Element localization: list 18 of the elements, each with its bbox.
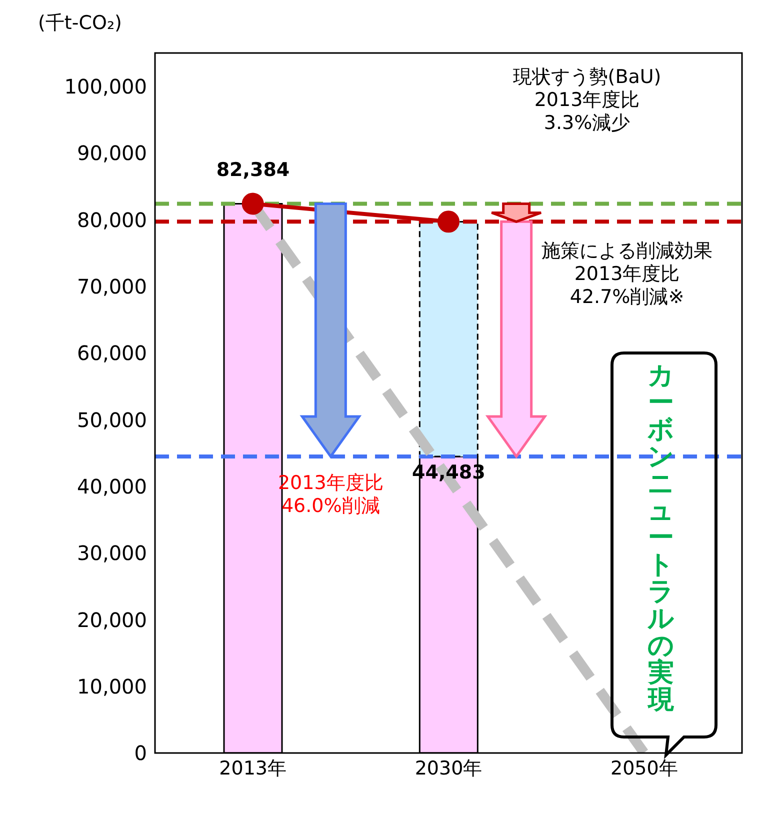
x-tick-label: 2013年 [219,757,287,780]
y-tick-label: 50,000 [77,408,147,432]
y-tick-label: 70,000 [77,274,147,298]
y-tick-label: 60,000 [77,341,147,366]
y-tick-label: 80,000 [77,208,147,232]
x-tick-label: 2050年 [610,757,678,780]
y-tick-label: 10,000 [77,674,147,698]
y-tick-label: 100,000 [64,74,147,98]
annotation: 施策による削減効果 2013年度比 42.7%削減※ [540,240,714,308]
annotation: 現状すう勢(BaU) 2013年度比 3.3%減少 [512,66,662,134]
y-tick-label: 0 [134,741,147,766]
y-tick-label: 30,000 [77,541,147,566]
data-label: 82,384 [216,158,290,181]
y-tick-label: 20,000 [77,608,147,632]
y-tick-label: 40,000 [77,474,147,498]
x-tick-label: 2030年 [414,757,482,780]
y-tick-label: 90,000 [77,141,147,166]
y-axis-title: (千t-CO₂) [38,12,122,35]
